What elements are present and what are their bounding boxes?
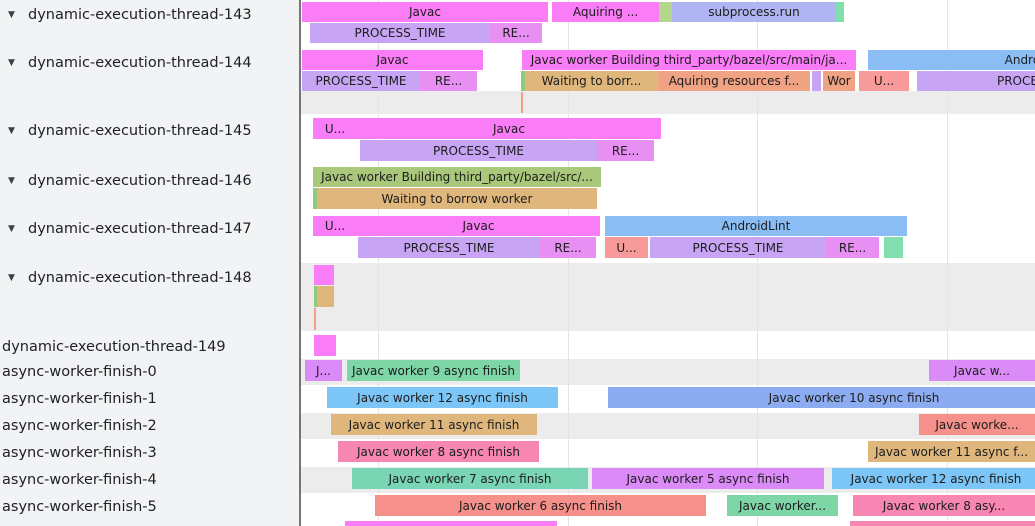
timeline-slice-bar[interactable] xyxy=(345,521,557,526)
timeline-slice-bar[interactable]: Javac worker Building third_party/bazel/… xyxy=(313,167,601,187)
timeline-slice-bar[interactable] xyxy=(314,286,317,307)
gridline xyxy=(378,0,379,526)
timeline-slice-bar[interactable] xyxy=(314,265,334,285)
collapse-triangle-icon[interactable]: ▼ xyxy=(8,58,15,68)
timeline-slice-bar[interactable]: Javac worker 6 async finish xyxy=(375,495,706,516)
timeline-slice-bar[interactable]: Javac worker 9 async finish xyxy=(347,360,520,381)
timeline-slice-bar[interactable]: Waiting to borr... xyxy=(525,71,658,91)
gridline xyxy=(757,0,758,526)
gridline xyxy=(947,0,948,526)
collapse-triangle-icon[interactable]: ▼ xyxy=(8,126,15,136)
timeline-slice-bar[interactable]: Javac worker 12 async finish xyxy=(832,468,1035,489)
track-background-band xyxy=(301,263,1035,331)
sidebar-track-dynamic-execution-thread-144[interactable]: ▼ dynamic-execution-thread-144 xyxy=(0,53,252,72)
track-name-panel: ▼ dynamic-execution-thread-143 ▼ dynamic-ex… xyxy=(0,0,301,526)
timeline-slice-bar[interactable] xyxy=(884,237,903,258)
sidebar-track-dynamic-execution-thread-147[interactable]: ▼ dynamic-execution-thread-147 xyxy=(0,219,252,238)
timeline-slice-bar[interactable]: Javac worker 7 async finish xyxy=(352,468,588,489)
sidebar-track-async-worker-finish-5[interactable]: async-worker-finish-5 xyxy=(0,497,157,516)
timeline-slice-bar[interactable]: Javac worker 10 async finish xyxy=(608,387,1035,408)
collapse-triangle-icon[interactable]: ▼ xyxy=(8,273,15,283)
timeline-slice-bar[interactable]: subprocess.run xyxy=(672,2,836,22)
track-label: dynamic-execution-thread-144 xyxy=(28,54,252,71)
timeline-slice-bar[interactable] xyxy=(659,2,672,22)
timeline-slice-bar[interactable]: U... xyxy=(313,118,357,139)
timeline-slice-bar[interactable]: RE... xyxy=(826,237,879,258)
collapse-triangle-icon[interactable]: ▼ xyxy=(8,224,15,234)
sidebar-track-async-worker-finish-1[interactable]: async-worker-finish-1 xyxy=(0,389,157,408)
timeline-slice-bar[interactable] xyxy=(313,188,317,209)
track-label: async-worker-finish-4 xyxy=(2,471,157,488)
track-background-band xyxy=(301,91,1035,114)
timeline-slice-bar[interactable]: U... xyxy=(859,71,909,91)
timeline-slice-bar[interactable]: J... xyxy=(305,360,342,381)
collapse-triangle-icon[interactable]: ▼ xyxy=(8,176,15,186)
track-label: async-worker-finish-5 xyxy=(2,498,157,515)
timeline-slice-bar[interactable]: Aquiring resources f... xyxy=(658,71,810,91)
timeline-slice-bar[interactable]: Javac xyxy=(357,216,600,236)
timeline-slice-bar[interactable]: AndroidLint xyxy=(605,216,907,236)
timeline-slice-bar[interactable]: PROCESS_TIME xyxy=(917,71,1035,91)
timeline-slice-bar[interactable] xyxy=(314,335,336,356)
timeline-slice-bar[interactable] xyxy=(812,71,821,91)
timeline-slice-bar[interactable] xyxy=(850,521,1035,526)
track-label: async-worker-finish-1 xyxy=(2,390,157,407)
timeline-slice-bar[interactable] xyxy=(836,2,844,22)
timeline-slice-bar[interactable]: Wor xyxy=(823,71,855,91)
track-label: async-worker-finish-2 xyxy=(2,417,157,434)
instant-marker[interactable] xyxy=(521,92,523,113)
track-label: dynamic-execution-thread-147 xyxy=(28,220,252,237)
track-label: dynamic-execution-thread-148 xyxy=(28,269,252,286)
sidebar-track-async-worker-finish-0[interactable]: async-worker-finish-0 xyxy=(0,362,157,381)
timeline-slice-bar[interactable]: RE... xyxy=(420,71,477,91)
timeline-slice-bar[interactable]: Javac worker Building third_party/bazel/… xyxy=(522,50,856,70)
track-label: dynamic-execution-thread-149 xyxy=(2,338,226,355)
timeline-slice-bar[interactable]: Waiting to borrow worker xyxy=(317,188,597,209)
timeline-slice-bar[interactable]: PROCESS_TIME xyxy=(360,140,597,161)
collapse-triangle-icon[interactable]: ▼ xyxy=(8,10,15,20)
track-label: dynamic-execution-thread-143 xyxy=(28,6,252,23)
timeline-slice-bar[interactable]: Javac worker... xyxy=(727,495,838,516)
instant-marker[interactable] xyxy=(314,308,316,330)
sidebar-track-dynamic-execution-thread-146[interactable]: ▼ dynamic-execution-thread-146 xyxy=(0,171,252,190)
timeline-slice-bar[interactable]: RE... xyxy=(490,23,542,43)
sidebar-track-dynamic-execution-thread-145[interactable]: ▼ dynamic-execution-thread-145 xyxy=(0,121,252,140)
sidebar-track-dynamic-execution-thread-149[interactable]: dynamic-execution-thread-149 xyxy=(0,337,226,356)
sidebar-track-async-worker-finish-2[interactable]: async-worker-finish-2 xyxy=(0,416,157,435)
timeline-slice-bar[interactable]: Javac xyxy=(302,2,548,22)
timeline-slice-bar[interactable] xyxy=(521,71,525,91)
gridline xyxy=(568,0,569,526)
timeline-slice-bar[interactable]: Aquiring ... xyxy=(552,2,659,22)
sidebar-track-dynamic-execution-thread-148[interactable]: ▼ dynamic-execution-thread-148 xyxy=(0,268,252,287)
timeline-slice-bar[interactable]: AndroidLint xyxy=(868,50,1035,70)
timeline-slice-bar[interactable]: Javac w... xyxy=(929,360,1035,381)
timeline-slice-bar[interactable]: Javac worker 11 async finish xyxy=(331,414,537,435)
sidebar-track-async-worker-finish-3[interactable]: async-worker-finish-3 xyxy=(0,443,157,462)
timeline-slice-bar[interactable]: Javac xyxy=(357,118,661,139)
timeline-slice-bar[interactable]: U... xyxy=(605,237,648,258)
timeline-slice-bar[interactable]: Javac worker 5 async finish xyxy=(592,468,824,489)
timeline-slice-bar[interactable]: Javac worke... xyxy=(919,414,1035,435)
timeline-slice-bar[interactable] xyxy=(317,286,334,307)
timeline-panel[interactable]: Javac Aquiring ... subprocess.run PROCESS_T… xyxy=(301,0,1035,526)
timeline-slice-bar[interactable]: PROCESS_TIME xyxy=(310,23,490,43)
timeline-slice-bar[interactable]: PROCESS_TIME xyxy=(302,71,420,91)
timeline-slice-bar[interactable]: RE... xyxy=(540,237,596,258)
timeline-slice-bar[interactable]: RE... xyxy=(597,140,654,161)
timeline-slice-bar[interactable]: PROCESS_TIME xyxy=(358,237,540,258)
track-label: async-worker-finish-0 xyxy=(2,363,157,380)
timeline-slice-bar[interactable]: U... xyxy=(313,216,357,236)
timeline-slice-bar[interactable]: Javac worker 12 async finish xyxy=(327,387,558,408)
timeline-slice-bar[interactable]: Javac worker 11 async f... xyxy=(868,441,1035,462)
timeline-slice-bar[interactable]: Javac worker 8 asy... xyxy=(853,495,1035,516)
timeline-slice-bar[interactable]: Javac worker 8 async finish xyxy=(338,441,539,462)
sidebar-track-async-worker-finish-4[interactable]: async-worker-finish-4 xyxy=(0,470,157,489)
sidebar-track-dynamic-execution-thread-143[interactable]: ▼ dynamic-execution-thread-143 xyxy=(0,5,252,24)
track-label: async-worker-finish-3 xyxy=(2,444,157,461)
track-label: dynamic-execution-thread-145 xyxy=(28,122,252,139)
track-label: dynamic-execution-thread-146 xyxy=(28,172,252,189)
timeline-slice-bar[interactable]: Javac xyxy=(302,50,483,70)
timeline-slice-bar[interactable]: PROCESS_TIME xyxy=(650,237,826,258)
